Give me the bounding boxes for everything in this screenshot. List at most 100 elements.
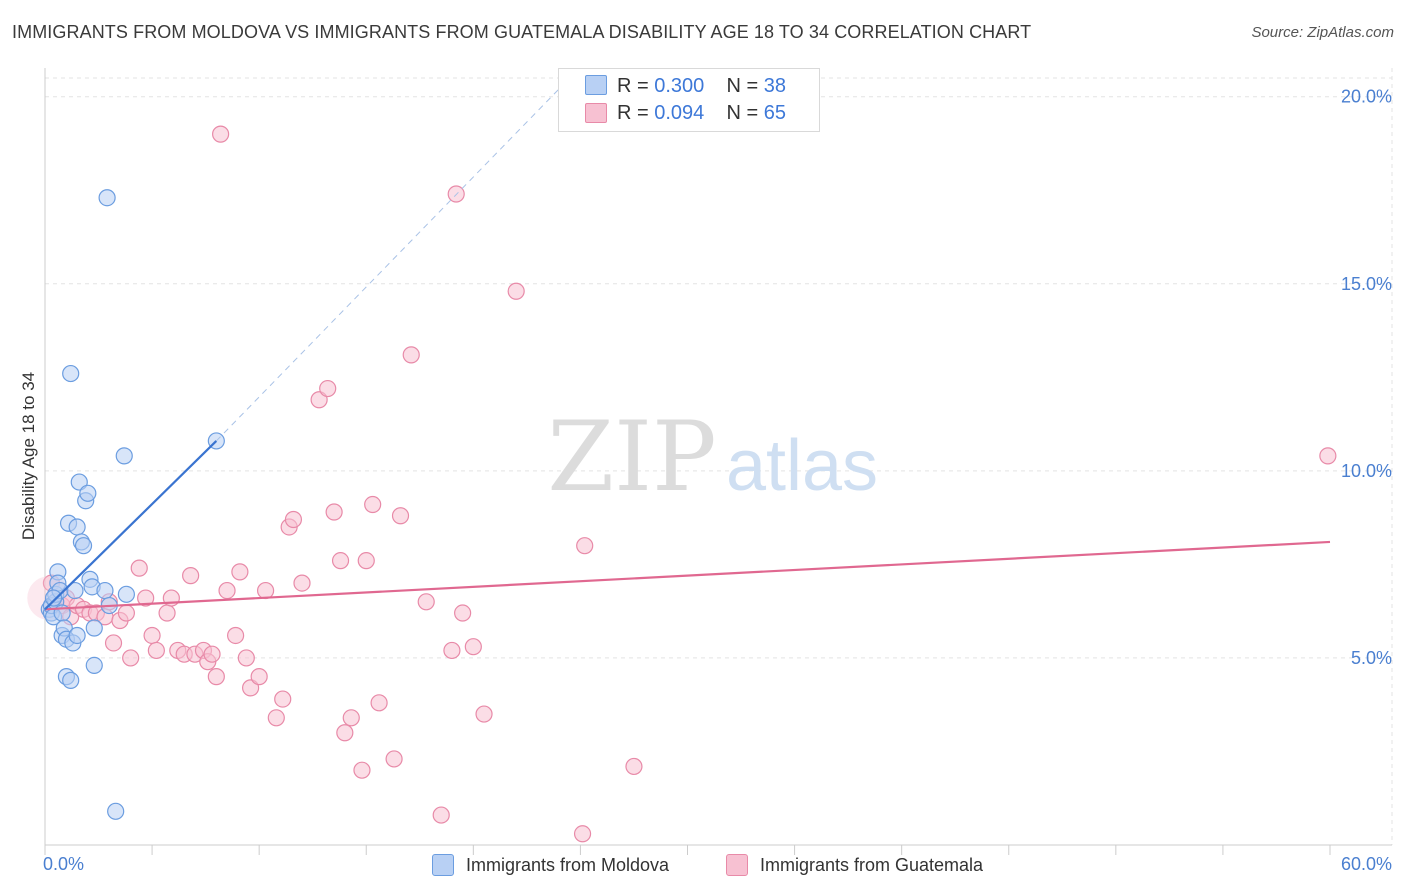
y-tick-label: 5.0% xyxy=(1351,648,1392,668)
guatemala-point xyxy=(158,604,176,622)
r-label: R = xyxy=(617,101,649,124)
moldova-legend-label: Immigrants from Moldova xyxy=(466,854,670,875)
stats-legend: R = 0.300 N = 38 R = 0.094 N = 65 xyxy=(558,68,820,132)
x-tick-label-max: 60.0% xyxy=(1341,854,1392,874)
guatemala-point xyxy=(227,626,245,645)
legend-item-moldova: Immigrants from Moldova xyxy=(432,852,669,878)
watermark-atlas: atlas xyxy=(726,426,878,506)
moldova-point xyxy=(62,364,80,383)
guatemala-point xyxy=(267,709,285,727)
moldova-point xyxy=(44,589,63,607)
moldova-point xyxy=(79,484,97,502)
moldova-point xyxy=(98,189,116,207)
source-label: Source: ZipAtlas.com xyxy=(1251,24,1394,41)
legend-row-moldova: R = 0.300 N = 38 xyxy=(617,73,786,99)
watermark: ZIP atlas xyxy=(547,401,878,513)
guatemala-point xyxy=(454,604,472,622)
guatemala-point xyxy=(274,690,292,708)
guatemala-point xyxy=(231,563,249,581)
guatemala-legend-label: Immigrants from Guatemala xyxy=(760,854,984,875)
guatemala-point xyxy=(417,593,435,611)
watermark-zip: ZIP xyxy=(547,401,716,513)
guatemala-point xyxy=(573,825,592,843)
guatemala-point xyxy=(432,806,450,824)
y-axis-label: Disability Age 18 to 34 xyxy=(19,372,38,540)
moldova-point xyxy=(62,671,80,689)
moldova-point xyxy=(85,619,103,637)
guatemala-point xyxy=(353,761,371,779)
guatemala-point xyxy=(1319,447,1337,465)
guatemala-point xyxy=(250,668,268,686)
guatemala-point xyxy=(104,634,123,652)
moldova-point xyxy=(96,581,114,600)
guatemala-point xyxy=(576,537,594,555)
grid-lines xyxy=(45,68,1393,845)
r-value: 0.094 xyxy=(654,101,705,124)
axes xyxy=(44,68,1392,855)
moldova-points xyxy=(40,189,225,820)
moldova-trend-line xyxy=(44,440,218,611)
moldova-trend-extension xyxy=(215,77,571,442)
n-value: 65 xyxy=(763,101,787,124)
guatemala-point xyxy=(475,705,493,723)
guatemala-point xyxy=(357,552,375,570)
legend-row-guatemala: R = 0.094 N = 65 xyxy=(617,100,786,126)
y-tick-label: 15.0% xyxy=(1341,274,1392,294)
guatemala-point xyxy=(342,709,360,727)
guatemala-point xyxy=(203,645,221,663)
moldova-point xyxy=(107,802,125,820)
r-value: 0.300 xyxy=(654,74,705,97)
guatemala-point xyxy=(117,604,135,622)
guatemala-trend-line xyxy=(44,540,1331,611)
guatemala-point xyxy=(293,574,311,592)
moldova-swatch xyxy=(585,75,607,95)
guatemala-point xyxy=(237,649,255,667)
guatemala-point xyxy=(130,559,148,577)
r-label: R = xyxy=(617,74,649,97)
guatemala-point xyxy=(402,346,420,364)
guatemala-point xyxy=(122,649,140,667)
guatemala-point xyxy=(443,641,461,660)
chart-title: IMMIGRANTS FROM MOLDOVA VS IMMIGRANTS FR… xyxy=(12,22,1032,42)
n-label: N = xyxy=(726,74,759,97)
moldova-point xyxy=(117,585,135,603)
guatemala-point xyxy=(256,581,275,600)
y-tick-label: 10.0% xyxy=(1341,461,1392,481)
moldova-point xyxy=(85,656,103,675)
guatemala-point xyxy=(391,507,410,525)
guatemala-point xyxy=(364,495,382,514)
guatemala-point xyxy=(137,589,155,607)
trend-lines xyxy=(44,77,1331,611)
moldova-point xyxy=(68,626,86,645)
guatemala-point xyxy=(182,567,200,585)
guatemala-point xyxy=(143,626,161,645)
legend-item-guatemala: Immigrants from Guatemala xyxy=(726,852,983,878)
guatemala-point xyxy=(284,510,303,529)
n-value: 38 xyxy=(763,74,787,97)
guatemala-point xyxy=(218,581,236,600)
guatemala-point xyxy=(464,638,482,656)
moldova-point xyxy=(115,447,133,465)
guatemala-point xyxy=(331,552,350,570)
guatemala-point xyxy=(207,668,225,686)
x-tick-label-min: 0.0% xyxy=(43,854,84,874)
moldova-legend-swatch xyxy=(432,854,454,876)
guatemala-point xyxy=(625,757,643,776)
guatemala-points xyxy=(27,125,1337,843)
guatemala-point xyxy=(147,641,165,660)
guatemala-point xyxy=(507,282,525,300)
moldova-point xyxy=(66,581,84,600)
y-tick-label: 20.0% xyxy=(1341,87,1392,107)
moldova-point xyxy=(74,537,93,555)
guatemala-point xyxy=(336,724,354,742)
guatemala-point xyxy=(212,125,230,143)
guatemala-legend-swatch xyxy=(726,854,748,876)
guatemala-point xyxy=(325,503,343,521)
moldova-point xyxy=(68,518,86,536)
tick-labels: 5.0% 10.0% 15.0% 20.0% 0.0% 60.0% xyxy=(43,87,1392,874)
n-label: N = xyxy=(726,101,759,124)
guatemala-swatch xyxy=(585,103,607,123)
guatemala-point xyxy=(370,694,388,712)
guatemala-point xyxy=(385,750,403,768)
